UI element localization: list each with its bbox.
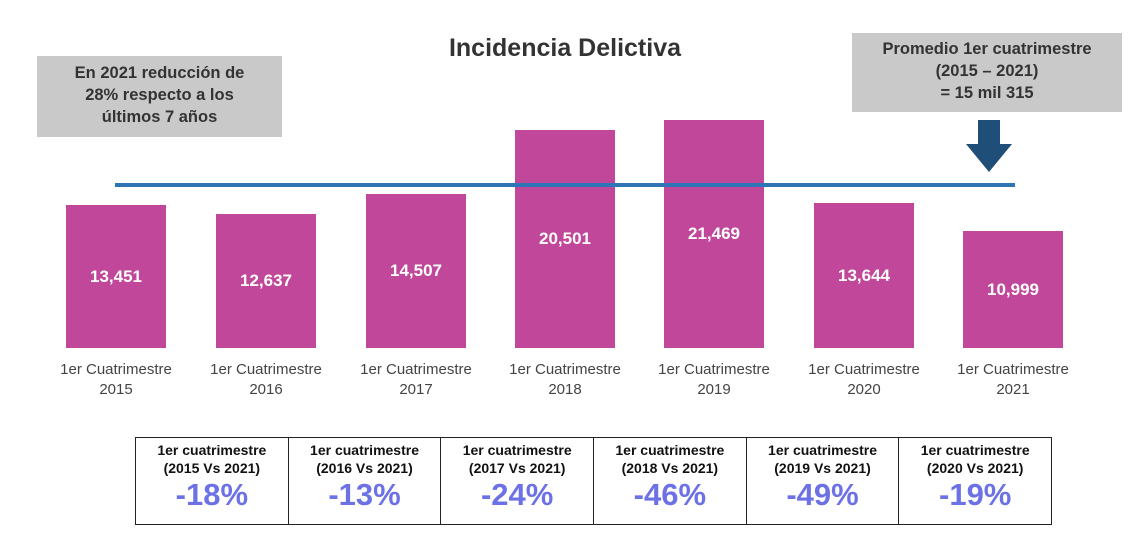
percent-change: -49% <box>786 477 859 512</box>
average-line <box>115 183 1015 188</box>
chart-title: Incidencia Delictiva <box>448 34 682 62</box>
table-cell: 1er cuatrimestre (2016 Vs 2021) -13% <box>289 438 442 524</box>
x-tick-label: 1er Cuatrimestre 2020 <box>808 361 920 398</box>
percent-change: -18% <box>175 477 249 512</box>
table-cell: 1er cuatrimestre (2017 Vs 2021) -24% <box>441 438 595 524</box>
percent-change: -24% <box>480 477 554 512</box>
header-line: (2015 Vs 2021) <box>163 460 261 476</box>
header-line: 1er cuatrimestre <box>768 442 877 458</box>
annotation-line: 28% respecto a los <box>85 86 234 104</box>
x-tick-label: 1er Cuatrimestre 2018 <box>509 361 621 398</box>
x-tick-label: 1er Cuatrimestre 2016 <box>210 361 322 398</box>
value-label: 13,644 <box>838 265 890 285</box>
annotation-line: Promedio 1er cuatrimestre <box>882 40 1092 58</box>
table-header: 1er cuatrimestre (2017 Vs 2021) <box>441 441 593 477</box>
table-header: 1er cuatrimestre (2019 Vs 2021) <box>747 441 899 477</box>
table-cell: 1er cuatrimestre (2019 Vs 2021) -49% <box>747 438 900 524</box>
value-label: 10,999 <box>987 279 1039 299</box>
bar <box>366 193 466 348</box>
percent-change: -46% <box>633 477 707 512</box>
comparison-table: 1er cuatrimestre (2015 Vs 2021) -18% 1er cu… <box>135 437 1052 525</box>
annotation-line: En 2021 reducción de <box>74 64 245 82</box>
table-header: 1er cuatrimestre (2015 Vs 2021) <box>136 441 288 477</box>
bar <box>814 203 914 348</box>
x-tick-label: 1er Cuatrimestre 2019 <box>658 361 770 398</box>
header-line: 1er cuatrimestre <box>310 442 419 458</box>
x-tick-label: 1er Cuatrimestre 2021 <box>957 361 1069 398</box>
header-line: (2016 Vs 2021) <box>316 460 413 476</box>
value-label: 13,451 <box>90 266 142 286</box>
arrow-icon <box>966 120 1012 172</box>
value-label: 21,469 <box>688 224 740 243</box>
header-line: (2019 Vs 2021) <box>774 460 871 476</box>
table-header: 1er cuatrimestre (2016 Vs 2021) <box>289 441 441 477</box>
x-tick-label: 1er Cuatrimestre 2015 <box>60 361 172 398</box>
header-line: 1er cuatrimestre <box>615 442 725 458</box>
percent-change: -19% <box>939 477 1012 512</box>
header-line: 1er cuatrimestre <box>462 442 572 458</box>
annotation-box: En 2021 reducción de 28% respecto a los úl… <box>37 56 282 137</box>
value-label: 12,637 <box>240 270 292 290</box>
bar <box>664 120 764 348</box>
annotation-line: = 15 mil 315 <box>940 84 1034 102</box>
header-line: (2018 Vs 2021) <box>621 460 719 476</box>
x-tick-label: 1er Cuatrimestre 2017 <box>360 361 472 398</box>
header-line: (2020 Vs 2021) <box>926 460 1024 476</box>
table-cell: 1er cuatrimestre (2020 Vs 2021) -19% <box>899 438 1051 524</box>
header-line: (2017 Vs 2021) <box>468 460 566 476</box>
table-cell: 1er cuatrimestre (2015 Vs 2021) -18% <box>136 438 289 524</box>
bar <box>515 130 615 348</box>
bar <box>66 205 166 348</box>
table-header: 1er cuatrimestre (2018 Vs 2021) <box>594 441 746 477</box>
bar <box>963 231 1063 348</box>
table-header: 1er cuatrimestre (2020 Vs 2021) <box>899 441 1051 477</box>
table-cell: 1er cuatrimestre (2018 Vs 2021) -46% <box>594 438 747 524</box>
annotation-line: (2015 – 2021) <box>935 62 1039 80</box>
bar <box>216 213 316 348</box>
value-label: 14,507 <box>390 260 442 280</box>
annotation-line: últimos 7 años <box>101 108 218 126</box>
header-line: 1er cuatrimestre <box>920 442 1030 458</box>
percent-change: -13% <box>328 477 401 512</box>
value-label: 20,501 <box>539 229 591 249</box>
header-line: 1er cuatrimestre <box>157 442 267 458</box>
annotation-box: Promedio 1er cuatrimestre (2015 – 2021) = … <box>852 33 1122 112</box>
